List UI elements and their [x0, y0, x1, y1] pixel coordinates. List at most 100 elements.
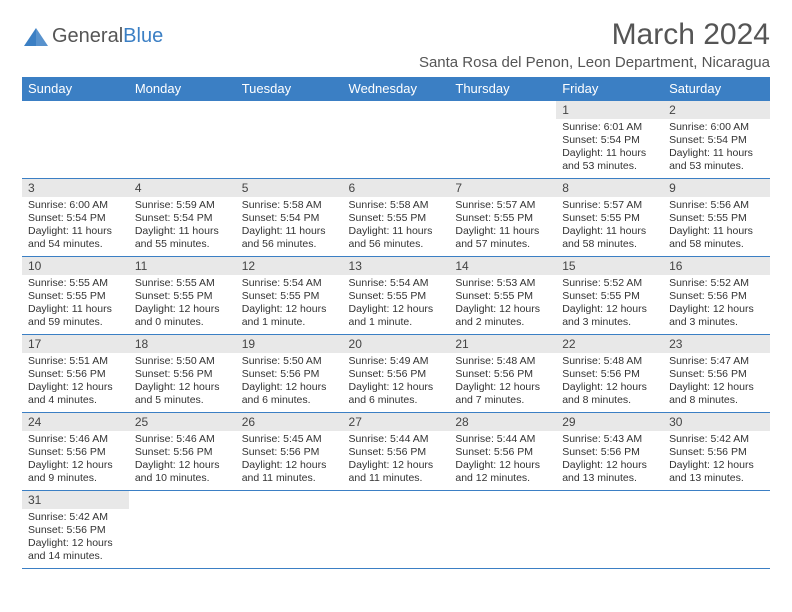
day-content: Sunrise: 5:50 AMSunset: 5:56 PMDaylight:… — [236, 353, 343, 412]
day-content: Sunrise: 5:43 AMSunset: 5:56 PMDaylight:… — [556, 431, 663, 490]
day-number: 2 — [663, 101, 770, 119]
day-number: 4 — [129, 179, 236, 197]
day-number: 8 — [556, 179, 663, 197]
daylight: Daylight: 12 hours and 3 minutes. — [562, 303, 657, 329]
sunrise: Sunrise: 5:58 AM — [242, 199, 337, 212]
day-number: 21 — [449, 335, 556, 353]
sunrise: Sunrise: 5:43 AM — [562, 433, 657, 446]
day-number: 26 — [236, 413, 343, 431]
sunrise: Sunrise: 5:54 AM — [349, 277, 444, 290]
daylight: Daylight: 12 hours and 7 minutes. — [455, 381, 550, 407]
day-number: 14 — [449, 257, 556, 275]
sunset: Sunset: 5:56 PM — [349, 368, 444, 381]
day-number: 27 — [343, 413, 450, 431]
weekday-header: Thursday — [449, 77, 556, 101]
day-content: Sunrise: 5:57 AMSunset: 5:55 PMDaylight:… — [449, 197, 556, 256]
calendar-cell: 8Sunrise: 5:57 AMSunset: 5:55 PMDaylight… — [556, 179, 663, 257]
logo-text-1: General — [52, 25, 123, 47]
day-content: Sunrise: 5:52 AMSunset: 5:56 PMDaylight:… — [663, 275, 770, 334]
sunset: Sunset: 5:56 PM — [455, 368, 550, 381]
sunset: Sunset: 5:54 PM — [135, 212, 230, 225]
day-number: 9 — [663, 179, 770, 197]
day-number: 11 — [129, 257, 236, 275]
calendar-cell: 27 Sunrise: 5:44 AMSunset: 5:56 PMDayligh… — [343, 413, 450, 491]
logo-icon — [22, 24, 50, 48]
day-number: 30 — [663, 413, 770, 431]
calendar-cell: 30Sunrise: 5:42 AMSunset: 5:56 PMDayligh… — [663, 413, 770, 491]
weekday-header: Sunday — [22, 77, 129, 101]
calendar-cell: 2Sunrise: 6:00 AMSunset: 5:54 PMDaylight… — [663, 101, 770, 179]
weekday-header: Friday — [556, 77, 663, 101]
sunrise: Sunrise: 5:50 AM — [242, 355, 337, 368]
header: GeneralBlue March 2024 Santa Rosa del Pe… — [22, 18, 770, 71]
day-number: 18 — [129, 335, 236, 353]
daylight: Daylight: 11 hours and 57 minutes. — [455, 225, 550, 251]
daylight: Daylight: 12 hours and 11 minutes. — [242, 459, 337, 485]
calendar-cell — [236, 491, 343, 569]
sunrise: Sunrise: 5:44 AM — [455, 433, 550, 446]
day-content: Sunrise: 5:55 AMSunset: 5:55 PMDaylight:… — [129, 275, 236, 334]
sunset: Sunset: 5:55 PM — [562, 212, 657, 225]
day-content: Sunrise: 5:42 AMSunset: 5:56 PMDaylight:… — [663, 431, 770, 490]
weekday-header: Monday — [129, 77, 236, 101]
sunrise: Sunrise: 5:47 AM — [669, 355, 764, 368]
day-number: 22 — [556, 335, 663, 353]
calendar-cell: 22Sunrise: 5:48 AMSunset: 5:56 PMDayligh… — [556, 335, 663, 413]
sunrise: Sunrise: 5:56 AM — [669, 199, 764, 212]
sunrise: Sunrise: 5:59 AM — [135, 199, 230, 212]
sunset: Sunset: 5:54 PM — [669, 134, 764, 147]
calendar-cell: 7Sunrise: 5:57 AMSunset: 5:55 PMDaylight… — [449, 179, 556, 257]
weekday-header: Tuesday — [236, 77, 343, 101]
daylight: Daylight: 12 hours and 14 minutes. — [28, 537, 123, 563]
calendar-cell: 23Sunrise: 5:47 AMSunset: 5:56 PMDayligh… — [663, 335, 770, 413]
day-number: 28 — [449, 413, 556, 431]
day-content: Sunrise: 5:57 AMSunset: 5:55 PMDaylight:… — [556, 197, 663, 256]
day-content: Sunrise: 6:00 AMSunset: 5:54 PMDaylight:… — [663, 119, 770, 178]
weekday-header: Wednesday — [343, 77, 450, 101]
day-number: 25 — [129, 413, 236, 431]
day-number: 12 — [236, 257, 343, 275]
calendar-cell: 17Sunrise: 5:51 AMSunset: 5:56 PMDayligh… — [22, 335, 129, 413]
sunset: Sunset: 5:55 PM — [455, 212, 550, 225]
sunrise: Sunrise: 5:49 AM — [349, 355, 444, 368]
sunrise: Sunrise: 5:57 AM — [455, 199, 550, 212]
logo-text: GeneralBlue — [52, 25, 163, 48]
calendar-cell: 16Sunrise: 5:52 AMSunset: 5:56 PMDayligh… — [663, 257, 770, 335]
calendar-cell: 20Sunrise: 5:49 AMSunset: 5:56 PMDayligh… — [343, 335, 450, 413]
day-number: 10 — [22, 257, 129, 275]
daylight: Daylight: 11 hours and 54 minutes. — [28, 225, 123, 251]
sunrise: Sunrise: 5:42 AM — [28, 511, 123, 524]
calendar-cell: 29Sunrise: 5:43 AMSunset: 5:56 PMDayligh… — [556, 413, 663, 491]
day-content: Sunrise: 6:00 AMSunset: 5:54 PMDaylight:… — [22, 197, 129, 256]
day-number: 13 — [343, 257, 450, 275]
sunrise: Sunrise: 5:46 AM — [135, 433, 230, 446]
calendar-cell — [236, 101, 343, 179]
day-number: 24 — [22, 413, 129, 431]
day-content: Sunrise: 5:54 AMSunset: 5:55 PMDaylight:… — [236, 275, 343, 334]
day-number: 6 — [343, 179, 450, 197]
sunset: Sunset: 5:56 PM — [349, 446, 444, 459]
daylight: Daylight: 11 hours and 55 minutes. — [135, 225, 230, 251]
sunset: Sunset: 5:55 PM — [669, 212, 764, 225]
sunrise: Sunrise: 5:48 AM — [562, 355, 657, 368]
day-number: 7 — [449, 179, 556, 197]
sunset: Sunset: 5:56 PM — [28, 524, 123, 537]
daylight: Daylight: 12 hours and 8 minutes. — [562, 381, 657, 407]
daylight: Daylight: 12 hours and 13 minutes. — [562, 459, 657, 485]
daylight: Daylight: 12 hours and 11 minutes. — [349, 459, 444, 485]
daylight: Daylight: 12 hours and 0 minutes. — [135, 303, 230, 329]
sunset: Sunset: 5:56 PM — [455, 446, 550, 459]
day-content: Sunrise: 5:42 AMSunset: 5:56 PMDaylight:… — [22, 509, 129, 568]
sunset: Sunset: 5:56 PM — [669, 446, 764, 459]
day-content: Sunrise: 5:55 AMSunset: 5:55 PMDaylight:… — [22, 275, 129, 334]
daylight: Daylight: 11 hours and 56 minutes. — [349, 225, 444, 251]
day-content: Sunrise: 5:51 AMSunset: 5:56 PMDaylight:… — [22, 353, 129, 412]
sunset: Sunset: 5:54 PM — [242, 212, 337, 225]
weekday-header: Saturday — [663, 77, 770, 101]
day-content: Sunrise: 5:58 AMSunset: 5:54 PMDaylight:… — [236, 197, 343, 256]
sunrise: Sunrise: 5:44 AM — [349, 433, 444, 446]
calendar-head: SundayMondayTuesdayWednesdayThursdayFrid… — [22, 77, 770, 101]
calendar-cell: 1Sunrise: 6:01 AMSunset: 5:54 PMDaylight… — [556, 101, 663, 179]
daylight: Daylight: 12 hours and 6 minutes. — [242, 381, 337, 407]
sunset: Sunset: 5:54 PM — [562, 134, 657, 147]
